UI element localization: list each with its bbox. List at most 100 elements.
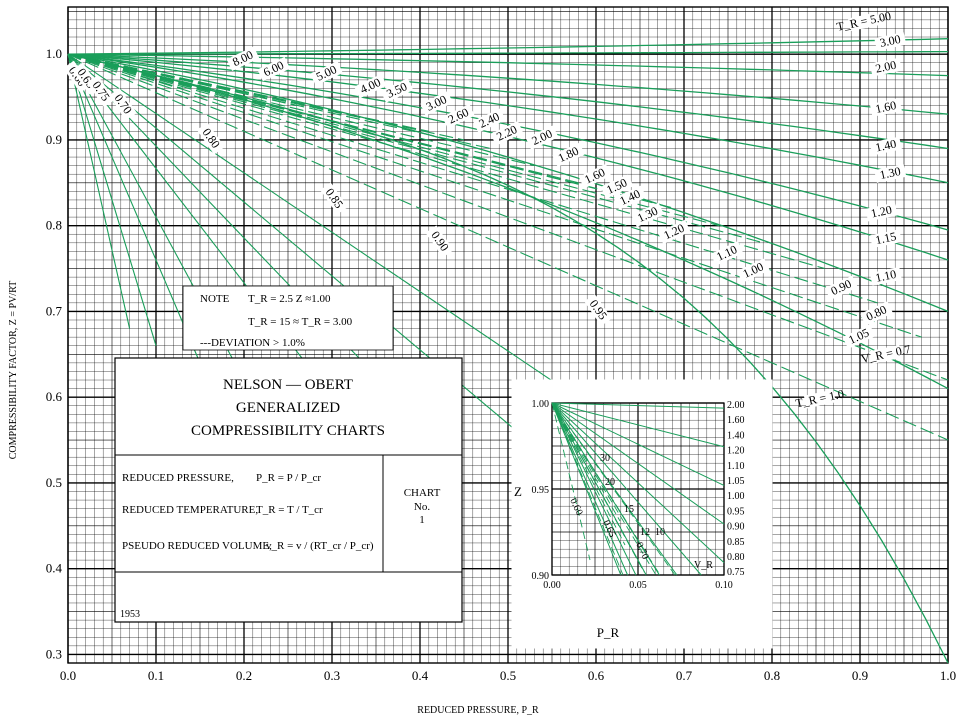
- vr-curve: [67, 53, 922, 338]
- vr-curve: [67, 53, 579, 484]
- x-tick-label: 0.1: [148, 668, 164, 683]
- inset-tr-curve: [551, 402, 725, 448]
- vr-low-label-group: 0.90: [425, 225, 454, 258]
- vr-curve: [67, 54, 131, 329]
- vr-curve: [67, 54, 157, 346]
- tr-label-group: T_R = 1.0: [794, 387, 845, 411]
- inset-tr-label: 0.95: [727, 506, 745, 517]
- vr-low-label-bg: [108, 88, 137, 121]
- y-tick-label: 0.9: [46, 132, 62, 147]
- tr-label-group: 3.00: [874, 32, 907, 51]
- tr-curve: [67, 53, 949, 150]
- vr-low-label-bg: [584, 293, 612, 326]
- vr-label-bg: [490, 121, 524, 146]
- vr-label-group: 1.05: [842, 324, 876, 349]
- y-axis-title: COMPRESSIBILITY FACTOR, Z = PV/RT: [8, 281, 19, 460]
- inset-vr-curve: [551, 402, 645, 573]
- vr-label-bg: [473, 108, 506, 133]
- x-tick-label: 0.7: [676, 668, 693, 683]
- chart-curve-labels: 0.600.650.750.700.800.850.900.958.006.00…: [63, 9, 912, 411]
- def-reduced-pressure-eq: P_R = P / P_cr: [256, 472, 321, 484]
- vr-label-bg: [737, 258, 770, 283]
- inset-tr-label: 0.90: [727, 522, 745, 533]
- tr-label: 3.00: [878, 32, 901, 50]
- vr-label-group: 1.80: [552, 142, 585, 168]
- def-reduced-temperature: REDUCED TEMPERATURE,: [122, 504, 258, 516]
- inset-vr-label: 10: [655, 527, 665, 538]
- x-tick-label: 0.8: [764, 668, 780, 683]
- x-tick-label: 0.4: [412, 668, 429, 683]
- tr-curve: [67, 53, 949, 115]
- vr-label-bg: [354, 73, 387, 99]
- tr-curve: [67, 53, 949, 313]
- inset-tr-curve: [551, 402, 629, 576]
- tr-curve: [67, 50, 949, 55]
- vr-curve: [67, 53, 535, 167]
- inset-tr-label: 1.10: [727, 461, 745, 472]
- vr-low-label-group: 0.95: [584, 293, 612, 326]
- vr-curve: [67, 53, 949, 381]
- vr-curve: [67, 53, 676, 210]
- vr-label-group: 1.30: [631, 202, 665, 228]
- chart-year: 1953: [120, 609, 140, 620]
- tr-curve: [67, 53, 949, 77]
- tr-label-bg: [869, 136, 902, 156]
- tr-label-bg: [865, 202, 898, 222]
- inset-tr-label: 0.75: [727, 567, 745, 578]
- vr-low-label-bg: [86, 75, 115, 108]
- chart-number-line2: No.: [414, 501, 430, 513]
- y-tick-label: 0.4: [46, 561, 63, 576]
- x-axis-title: REDUCED PRESSURE, P_R: [417, 705, 539, 716]
- inset-vr-curve: [551, 402, 621, 522]
- inset-vr-label: 30: [600, 453, 610, 464]
- inset-y-tick: 0.95: [532, 485, 550, 496]
- inset-tr-label: 0.80: [727, 552, 745, 563]
- tr-label-bg: [869, 229, 902, 249]
- inset-ylabel: Z: [514, 484, 522, 499]
- inset-tr-label: 1.20: [727, 446, 745, 457]
- vr-curve: [67, 53, 201, 364]
- inset-tr-curve: [551, 402, 725, 564]
- tr-label: 2.00: [874, 58, 897, 76]
- def-reduced-pressure: REDUCED PRESSURE,: [122, 472, 234, 484]
- y-tick-label: 0.6: [46, 389, 63, 404]
- vr-label-bg: [420, 91, 453, 116]
- vr-label-group: 0.90: [825, 275, 858, 300]
- inset-tr-label: 1.05: [727, 476, 745, 487]
- tr-label-group: 2.00: [869, 57, 902, 77]
- x-tick-label: 0.0: [60, 668, 76, 683]
- inset-vr-curve: [551, 402, 591, 561]
- inset-tr-curve: [551, 402, 725, 486]
- note-line1: T_R = 2.5 Z ≈1.00: [248, 293, 331, 305]
- vr-label-bg: [310, 61, 343, 86]
- y-tick-label: 0.8: [46, 218, 62, 233]
- vr-label-bg: [442, 103, 475, 129]
- inset-x-tick: 0.05: [629, 580, 647, 591]
- tr-label-bg: [847, 12, 880, 32]
- vr-label-bg: [257, 56, 291, 82]
- tr-curve: [67, 53, 949, 184]
- chart-title-line2: GENERALIZED: [236, 400, 340, 416]
- inset-chart: 0.00 0.05 0.10 0.90 0.95 1.00 2.00 1.60 1.40 1.2…: [511, 379, 773, 649]
- tr-curve: [67, 53, 949, 231]
- vr-label-bg: [380, 78, 414, 103]
- tr-label-bg: [869, 57, 902, 77]
- tr-label: 1.30: [878, 164, 901, 182]
- x-tick-label: 0.3: [324, 668, 340, 683]
- inset-vr-curve: [551, 402, 626, 546]
- chart-number-line3: 1: [419, 514, 425, 526]
- def-pseudo-reduced-volume: PSEUDO REDUCED VOLUME,: [122, 540, 272, 552]
- vr-low-label-bg: [196, 122, 225, 155]
- tr-label-group: 1.15: [869, 229, 902, 249]
- tr-label-bg: [869, 266, 902, 286]
- inset-xlabel: P_R: [597, 625, 620, 640]
- chart-curves: [67, 38, 949, 664]
- chart-title-line3: COMPRESSIBILITY CHARTS: [191, 423, 385, 439]
- vr-curve: [67, 53, 825, 270]
- inset-tr-curve: [551, 402, 725, 525]
- vr-curve: [67, 53, 878, 304]
- tr-label-group: 1.30: [874, 164, 907, 183]
- inset-tr-curve: [551, 402, 678, 576]
- x-tick-label: 0.5: [500, 668, 516, 683]
